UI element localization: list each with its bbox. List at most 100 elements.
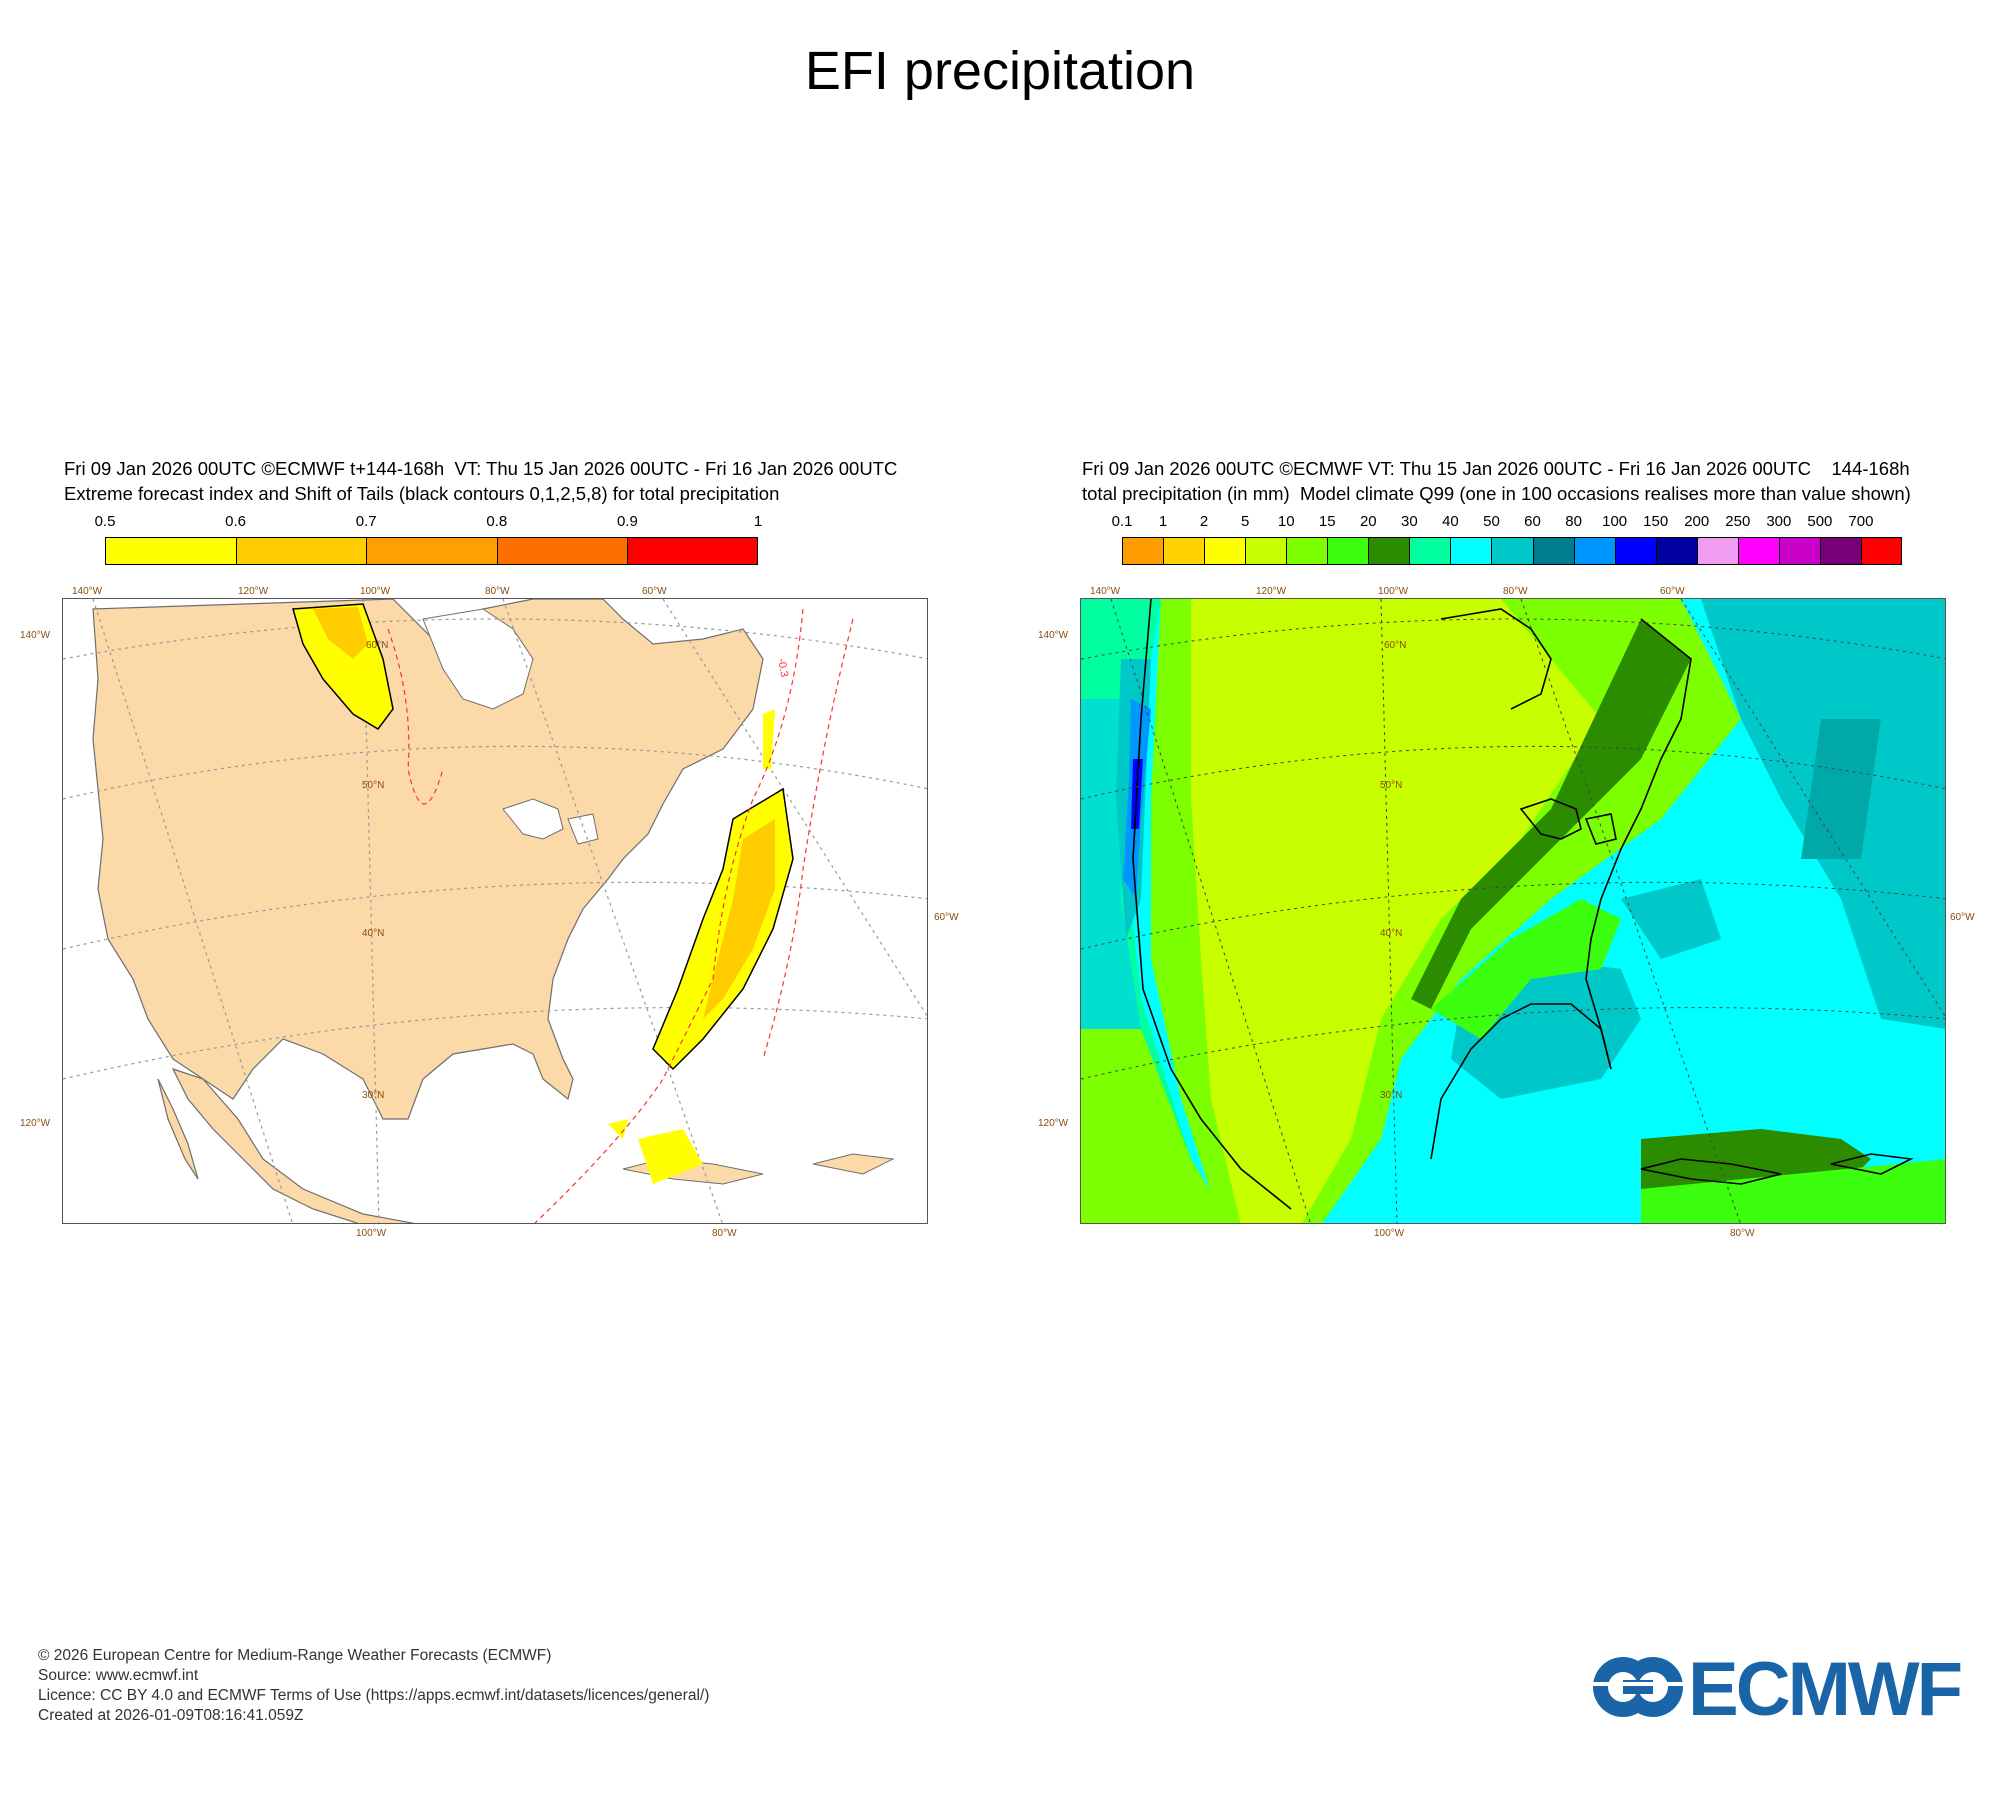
lon-right-label: 60°W: [934, 912, 959, 923]
precip-colorbar-segment: [1696, 537, 1738, 565]
precip-colorbar-segment: [1737, 537, 1779, 565]
precip-colorbar-tick: 700: [1848, 513, 1874, 530]
coastline-west: [1132, 599, 1292, 1210]
lon-bottom-label: 80°W: [1730, 1228, 1755, 1239]
land-yellowgreen: [1191, 599, 1601, 1223]
page-title: EFI precipitation: [804, 41, 1196, 101]
precip-colorbar-segment: [1450, 537, 1492, 565]
footer-credits: © 2026 European Centre for Medium-Range …: [38, 1646, 709, 1726]
precip-colorbar-tick: 2: [1199, 513, 1209, 530]
baja-california: [157, 1078, 199, 1180]
precip-colorbar-tick: 100: [1602, 513, 1628, 530]
efi-colorbar-segment: [105, 537, 236, 565]
precip-colorbar: 0.1 1 2 5 10 15 20 30 40 50 60 80 100 150 200 250 300 500…: [1112, 513, 1902, 565]
source-line: Source: www.ecmwf.int: [38, 1667, 199, 1684]
precip-map: [1080, 598, 1946, 1224]
lon-bottom-label: 80°W: [712, 1228, 737, 1239]
ocean-deep-atlantic: [1801, 719, 1881, 859]
efi-header-line1: Fri 09 Jan 2026 00UTC ©ECMWF t+144-168h …: [64, 458, 898, 479]
precip-colorbar-frame: [1122, 537, 1902, 565]
coastline-east: [1585, 618, 1692, 1070]
precip-colorbar-tick: 80: [1565, 513, 1582, 530]
efi-colorbar-tick: 0.5: [94, 513, 116, 530]
precip-colorbar-segment: [1819, 537, 1861, 565]
precip-colorbar-tick: 0.1: [1111, 513, 1133, 530]
lon-top-label: 100°W: [360, 586, 391, 597]
lon-left-label: 120°W: [1038, 1118, 1069, 1129]
precip-panel: Fri 09 Jan 2026 00UTC ©ECMWF VT: Thu 15 …: [1038, 450, 1998, 1250]
precip-colorbar-tick: 10: [1277, 513, 1295, 530]
lat-label: 40°N: [1380, 928, 1403, 939]
lon-left-label: 140°W: [20, 630, 51, 641]
precip-colorbar-tick: 60: [1524, 513, 1541, 530]
efi-shade-north: [292, 603, 394, 730]
precip-colorbar-segment: [1655, 537, 1697, 565]
lat-label: 50°N: [362, 780, 385, 791]
created-line: Created at 2026-01-09T08:16:41.059Z: [38, 1707, 304, 1724]
precip-colorbar-segment: [1163, 537, 1205, 565]
lon-bottom-label: 100°W: [356, 1228, 387, 1239]
lon-right-label: 60°W: [1950, 912, 1975, 923]
precip-colorbar-tick: 1: [1158, 513, 1168, 530]
precip-colorbar-tick: 150: [1643, 513, 1669, 530]
caribbean-south: [1641, 1159, 1945, 1223]
lon-top-label: 140°W: [1090, 586, 1121, 597]
caribbean-hispaniola: [812, 1153, 895, 1175]
copyright-line: © 2026 European Centre for Medium-Range …: [38, 1647, 552, 1664]
ecmwf-logo: ECMWF: [1590, 1647, 1970, 1732]
lon-bottom-label: 100°W: [1374, 1228, 1405, 1239]
precip-colorbar-segment: [1286, 537, 1328, 565]
precip-map-canvas: [1081, 599, 1945, 1223]
lon-left-label: 120°W: [20, 1118, 51, 1129]
efi-panel-header: Fri 09 Jan 2026 00UTC ©ECMWF t+144-168h …: [64, 456, 897, 506]
north-america-land: [92, 599, 764, 1120]
lat-label: 50°N: [1380, 780, 1403, 791]
hudson-outline: [1440, 608, 1552, 710]
lon-top-label: 100°W: [1378, 586, 1409, 597]
mexico-land: [171, 1067, 416, 1223]
efi-shade-gulf: [608, 1119, 628, 1139]
precip-colorbar-segment: [1409, 537, 1451, 565]
southeast-green: [1431, 899, 1621, 1039]
precip-colorbar-tick: 5: [1240, 513, 1250, 530]
precip-colorbar-segment: [1614, 537, 1656, 565]
precip-colorbar-tick: 30: [1401, 513, 1418, 530]
efi-colorbar-tick: 0.7: [355, 513, 377, 530]
efi-colorbar: 0.5 0.6 0.7 0.8 0.9 1: [95, 513, 762, 565]
precip-colorbar-segment: [1204, 537, 1246, 565]
great-lakes-outline: [1519, 798, 1617, 845]
efi-shade-north-core: [313, 607, 368, 659]
lat-label: 30°N: [1380, 1090, 1403, 1101]
precip-colorbar-segment: [1122, 537, 1164, 565]
efi-header-line2: Extreme forecast index and Shift of Tail…: [64, 483, 780, 504]
contour-label: -0.3: [775, 657, 790, 678]
land-dark-green-band: [1411, 619, 1691, 1009]
hudson-bay: [422, 608, 534, 710]
lon-top-label: 60°W: [642, 586, 667, 597]
precip-colorbar-segment: [1860, 537, 1902, 565]
precip-colorbar-tick: 500: [1807, 513, 1833, 530]
lon-left-label: 140°W: [1038, 630, 1069, 641]
efi-map-canvas: -0.3: [63, 599, 927, 1223]
licence-line: Licence: CC BY 4.0 and ECMWF Terms of Us…: [38, 1687, 710, 1704]
ecmwf-logo-icon: [1590, 1657, 1686, 1717]
coastline-cuba: [1640, 1158, 1782, 1185]
efi-colorbar-tick: 0.9: [616, 513, 638, 530]
precip-colorbar-segment: [1327, 537, 1369, 565]
precip-colorbar-tick: 20: [1359, 513, 1377, 530]
precip-panel-header: Fri 09 Jan 2026 00UTC ©ECMWF VT: Thu 15 …: [1082, 456, 1911, 506]
atlantic-teal-mid: [1621, 879, 1721, 959]
precip-colorbar-segment: [1573, 537, 1615, 565]
efi-colorbar-tick: 0.6: [225, 513, 247, 530]
precip-colorbar-segment: [1491, 537, 1533, 565]
lon-top-label: 60°W: [1660, 586, 1685, 597]
precip-colorbar-tick: 200: [1684, 513, 1710, 530]
precip-colorbar-tick: 300: [1766, 513, 1792, 530]
lon-top-label: 80°W: [1503, 586, 1528, 597]
efi-map: -0.3: [62, 598, 928, 1224]
lat-label: 60°N: [366, 640, 389, 651]
lon-top-label: 80°W: [485, 586, 510, 597]
efi-colorbar-segment: [366, 537, 497, 565]
precip-colorbar-segment: [1245, 537, 1287, 565]
precip-colorbar-segment: [1532, 537, 1574, 565]
